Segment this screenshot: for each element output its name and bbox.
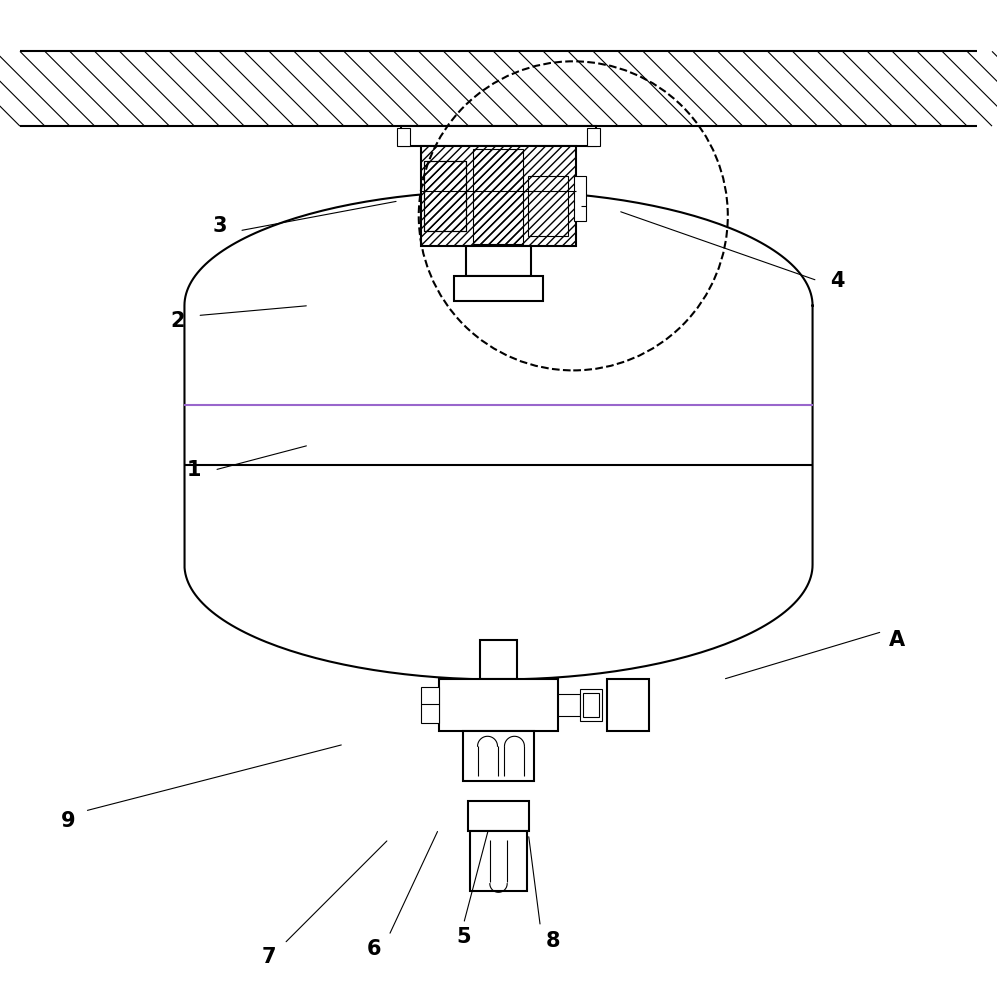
Text: 2: 2 <box>170 311 184 331</box>
Bar <box>528 176 567 236</box>
Bar <box>425 161 466 231</box>
Bar <box>583 693 599 717</box>
Bar <box>480 640 517 679</box>
Bar <box>463 731 534 781</box>
Text: 1: 1 <box>187 460 201 480</box>
Bar <box>454 276 543 301</box>
Text: 6: 6 <box>367 939 381 959</box>
Bar <box>466 246 530 276</box>
Bar <box>401 126 595 146</box>
Bar <box>470 831 527 891</box>
Text: 8: 8 <box>546 931 560 951</box>
Text: A: A <box>889 630 905 650</box>
Text: 9: 9 <box>61 811 75 831</box>
Bar <box>607 679 649 731</box>
Bar <box>421 687 439 723</box>
Bar <box>558 694 580 716</box>
Text: 4: 4 <box>831 271 844 291</box>
Text: 7: 7 <box>262 947 276 967</box>
Bar <box>574 176 586 221</box>
Bar <box>20 51 977 126</box>
Bar <box>439 679 558 731</box>
Text: 3: 3 <box>212 216 226 236</box>
Bar <box>473 149 522 244</box>
Bar <box>468 801 529 831</box>
Bar <box>421 146 575 246</box>
Bar <box>425 161 466 231</box>
Bar <box>398 128 411 146</box>
Text: 5: 5 <box>457 927 471 947</box>
Bar <box>586 128 599 146</box>
Bar <box>580 689 602 721</box>
Polygon shape <box>184 191 813 679</box>
